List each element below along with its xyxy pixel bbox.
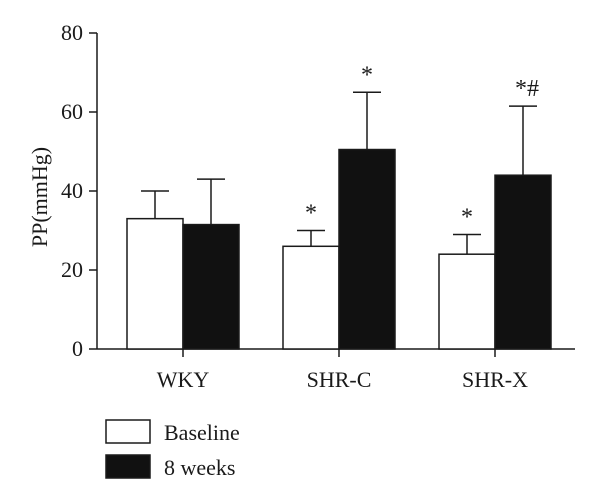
legend-swatch-baseline <box>105 419 151 444</box>
x-tick-label: SHR-C <box>307 367 372 392</box>
x-axis: WKY SHR-C SHR-X <box>97 348 575 392</box>
y-tick-label: 60 <box>61 99 83 124</box>
legend: Baseline 8 weeks <box>105 419 240 480</box>
x-tick-label: WKY <box>157 367 210 392</box>
bars: * * * *# <box>126 62 552 350</box>
y-axis-label: PP(mmHg) <box>27 147 52 247</box>
legend-label: Baseline <box>164 420 240 445</box>
y-axis: 0 20 40 60 80 PP(mmHg) <box>27 20 98 361</box>
y-tick-label: 40 <box>61 178 83 203</box>
bar-baseline-wky <box>126 217 184 350</box>
bar-baseline-shr-x <box>438 253 496 350</box>
significance-marker: * <box>305 201 317 227</box>
legend-label: 8 weeks <box>164 455 235 480</box>
y-tick-label: 0 <box>72 336 83 361</box>
x-tick-label: SHR-X <box>462 367 528 392</box>
significance-marker: * <box>361 62 373 88</box>
y-tick-label: 80 <box>61 20 83 45</box>
bar-baseline-shr-c <box>282 245 340 350</box>
bar-8-weeks-shr-c <box>338 148 396 350</box>
bar-8-weeks-wky <box>182 223 240 350</box>
significance-marker: *# <box>515 76 539 102</box>
legend-swatch-8-weeks <box>105 454 151 479</box>
significance-marker: * <box>461 204 473 230</box>
y-tick-label: 20 <box>61 257 83 282</box>
bar-8-weeks-shr-x <box>494 174 552 350</box>
